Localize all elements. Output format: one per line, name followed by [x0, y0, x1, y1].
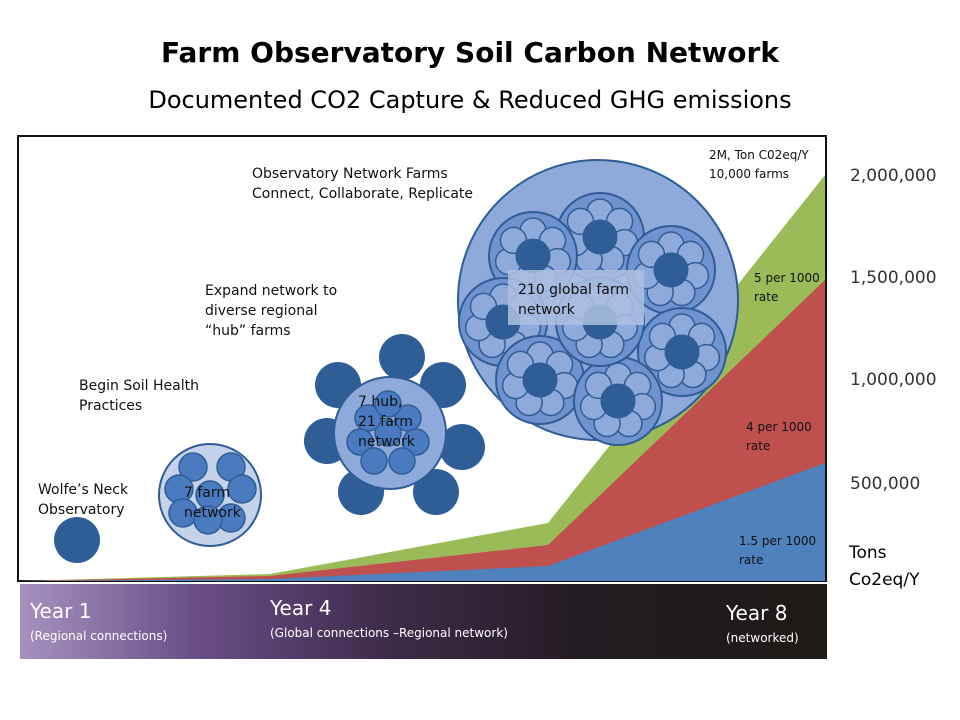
wolfes-neck-node [54, 517, 100, 563]
label-hub-network: 7 hub, 21 farm network [358, 394, 415, 450]
timeline-year-1-desc: (Regional connections) [30, 629, 168, 643]
axis-tick-1000000: 1,000,000 [850, 370, 937, 390]
slide-title: Farm Observatory Soil Carbon Network [161, 36, 779, 69]
label-seven-farm: 7 farm network [184, 485, 241, 521]
timeline-year-8-label: Year 8 [726, 601, 788, 625]
area-1.5-per-1000 [19, 463, 825, 581]
sub-cluster-node [664, 334, 700, 370]
timeline-year-1-label: Year 1 [30, 599, 92, 623]
label-network-farms: Observatory Network Farms Connect, Colla… [252, 166, 474, 202]
label-rate-5: 5 per 1000 rate [754, 271, 820, 304]
timeline-year-8-desc: (networked) [726, 631, 799, 645]
slide-subtitle: Documented CO2 Capture & Reduced GHG emi… [148, 86, 792, 114]
label-wolfes-neck: Wolfe’s Neck Observatory [38, 482, 129, 518]
label-global-network: 210 global farm network [518, 282, 629, 318]
timeline-year-8: Year 8 (networked) [726, 601, 799, 645]
timeline-year-1: Year 1 (Regional connections) [30, 599, 167, 643]
axis-tick-500000: 500,000 [850, 474, 921, 494]
sub-cluster-node [600, 383, 636, 419]
label-top-value: 2M, Ton C02eq/Y 10,000 farms [709, 148, 809, 181]
axis-tick-2000000: 2,000,000 [850, 166, 937, 186]
seven-farm-cluster [158, 443, 262, 547]
sub-cluster-node [515, 238, 551, 274]
timeline-year-4-label: Year 4 [270, 596, 332, 620]
label-rate-1.5: 1.5 per 1000 rate [739, 534, 817, 567]
sub-cluster-node [582, 219, 618, 255]
sub-cluster-node [653, 252, 689, 288]
axis-units: Tons Co2eq/Y [849, 543, 920, 590]
area-4-per-1000 [19, 280, 825, 581]
label-begin-practices: Begin Soil Health Practices [79, 378, 199, 414]
timeline-year-4: Year 4 (Global connections –Regional net… [270, 596, 508, 640]
hub-network-cluster [304, 334, 485, 515]
global-network-cluster [457, 159, 739, 446]
sub-cluster-node [522, 362, 558, 398]
axis-tick-1500000: 1,500,000 [850, 268, 937, 288]
timeline-year-4-desc: (Global connections –Regional network) [270, 626, 508, 640]
label-rate-4: 4 per 1000 rate [746, 420, 812, 453]
timeline-bar: Year 1 (Regional connections) Year 4 (Gl… [20, 584, 827, 659]
label-expand-network: Expand network to diverse regional “hub”… [205, 283, 338, 339]
